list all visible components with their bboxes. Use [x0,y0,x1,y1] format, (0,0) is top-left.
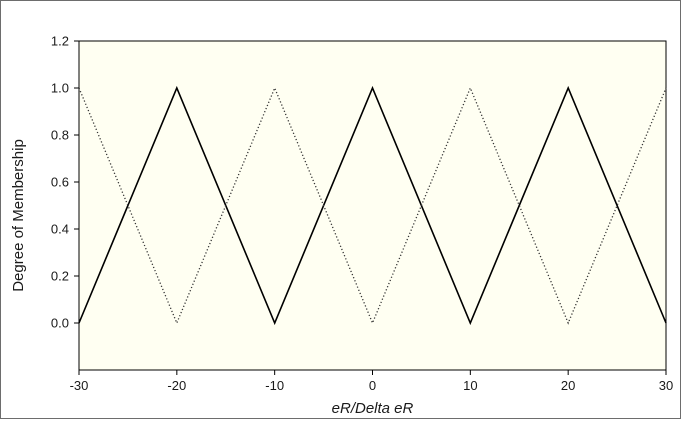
y-tick-label: 0.2 [51,269,69,284]
y-tick-label: 0.8 [51,128,69,143]
y-tick-label: 1.2 [51,34,69,49]
x-tick-label: 30 [659,378,673,393]
y-tick-label: 1.0 [51,81,69,96]
dotted-series-line [78,86,667,325]
ticks-layer [74,40,667,375]
plot-area [78,40,667,371]
x-tick-label: -20 [167,378,186,393]
y-tick-label: 0.4 [51,222,69,237]
series-layer [78,85,667,326]
x-tick-label: 10 [463,378,477,393]
x-tick-label: -30 [70,378,89,393]
solid-series-line [78,85,667,326]
y-tick-label: 0.6 [51,175,69,190]
x-tick-label: 0 [369,378,376,393]
x-tick-label: 20 [561,378,575,393]
tick-labels-layer: -30 -20 -10 0 10 20 30 0.0 0.2 0.4 0.6 0.8 1.0 1.2 [51,34,673,394]
y-axis-title: Degree of Membership [10,139,27,292]
x-axis-title: eR/Delta eR [332,400,414,417]
y-tick-label: 0.0 [51,316,69,331]
x-tick-label: -10 [265,378,284,393]
